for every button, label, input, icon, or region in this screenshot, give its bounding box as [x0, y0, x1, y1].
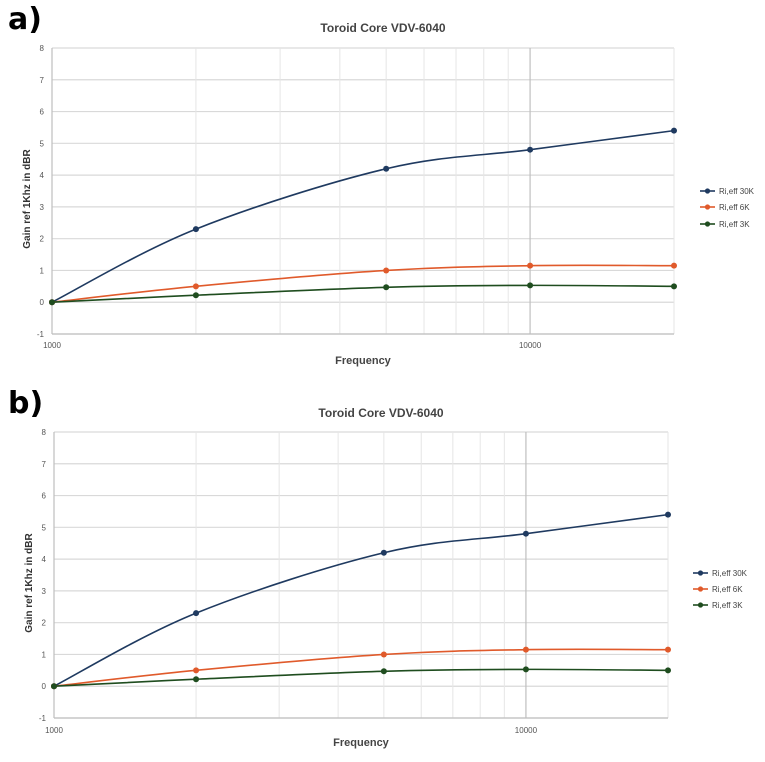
- series-line: [53, 513, 669, 687]
- data-point: [522, 646, 529, 653]
- data-point: [192, 283, 199, 290]
- y-tick-label: 1: [40, 266, 45, 275]
- legend-marker: [704, 221, 711, 227]
- legend-marker: [697, 602, 704, 608]
- data-point: [383, 165, 390, 172]
- legend-marker: [704, 188, 711, 194]
- y-tick-label: -1: [39, 714, 47, 723]
- chart-a: -1 0 1 2 3 4 5 6 7 8 1000 10000 Toroid Core VDV-6040…: [22, 21, 755, 367]
- data-point: [193, 676, 200, 683]
- series-line: [53, 668, 669, 688]
- data-point: [383, 284, 390, 291]
- legend-label: Ri,eff 6K: [719, 203, 750, 212]
- data-point: [193, 610, 200, 617]
- data-point: [49, 299, 55, 306]
- legend-label: Ri,eff 3K: [719, 220, 750, 229]
- data-point: [383, 267, 390, 274]
- y-tick-label: 5: [40, 139, 45, 148]
- chart-b: -1 0 1 2 3 4 5 6 7 8 1000 10000 Toroid Core VDV-6040…: [24, 406, 748, 749]
- data-point: [665, 511, 671, 518]
- data-point: [665, 667, 671, 674]
- y-tick-label: 0: [40, 298, 45, 307]
- series-line: [51, 129, 675, 303]
- legend-label: Ri,eff 30K: [712, 569, 748, 578]
- chart-title: Toroid Core VDV-6040: [318, 406, 443, 420]
- x-tick-label: 1000: [43, 341, 61, 350]
- y-tick-label: 6: [40, 108, 45, 117]
- y-tick-label: 1: [42, 650, 47, 659]
- data-point: [192, 292, 199, 299]
- x-tick-label: 10000: [515, 726, 538, 735]
- y-tick-label: 5: [42, 523, 47, 532]
- data-point: [380, 668, 387, 675]
- x-tick-label: 10000: [519, 341, 542, 350]
- data-point: [527, 282, 534, 289]
- y-tick-label: 7: [40, 76, 45, 85]
- data-point: [527, 262, 534, 269]
- y-axis-title: Gain ref 1Khz in dBR: [22, 148, 33, 248]
- y-tick-label: 6: [42, 492, 47, 501]
- data-point: [192, 226, 199, 233]
- legend-marker: [704, 204, 711, 210]
- x-axis-title: Frequency: [333, 737, 390, 749]
- y-tick-label: 3: [40, 203, 45, 212]
- series-line: [51, 284, 675, 304]
- data-point: [671, 283, 677, 290]
- y-tick-label: 2: [42, 619, 47, 628]
- data-point: [380, 549, 387, 556]
- data-point: [522, 530, 529, 537]
- y-tick-label: 0: [42, 682, 47, 691]
- legend-label: Ri,eff 3K: [712, 601, 743, 610]
- y-tick-label: 3: [42, 587, 47, 596]
- data-point: [671, 262, 677, 269]
- data-point: [380, 651, 387, 658]
- data-point: [671, 127, 677, 134]
- legend-marker: [697, 586, 704, 592]
- legend-label: Ri,eff 6K: [712, 585, 743, 594]
- y-tick-label: -1: [37, 330, 45, 339]
- chart-title: Toroid Core VDV-6040: [320, 21, 445, 35]
- data-point: [527, 146, 534, 153]
- x-axis-title: Frequency: [335, 355, 392, 367]
- data-point: [193, 667, 200, 674]
- y-tick-label: 7: [42, 460, 47, 469]
- x-tick-label: 1000: [45, 726, 63, 735]
- y-tick-label: 4: [42, 555, 47, 564]
- data-point: [665, 646, 671, 653]
- y-tick-label: 8: [42, 428, 47, 437]
- y-tick-label: 8: [40, 44, 45, 53]
- legend-marker: [697, 570, 704, 576]
- data-point: [51, 683, 57, 690]
- y-axis-title: Gain ref 1Khz in dBR: [24, 532, 35, 632]
- data-point: [522, 666, 529, 673]
- panel-label-b: b): [8, 386, 44, 421]
- y-tick-label: 2: [40, 235, 45, 244]
- panel-label-a: a): [8, 2, 42, 37]
- y-tick-label: 4: [40, 171, 45, 180]
- legend-label: Ri,eff 30K: [719, 187, 755, 196]
